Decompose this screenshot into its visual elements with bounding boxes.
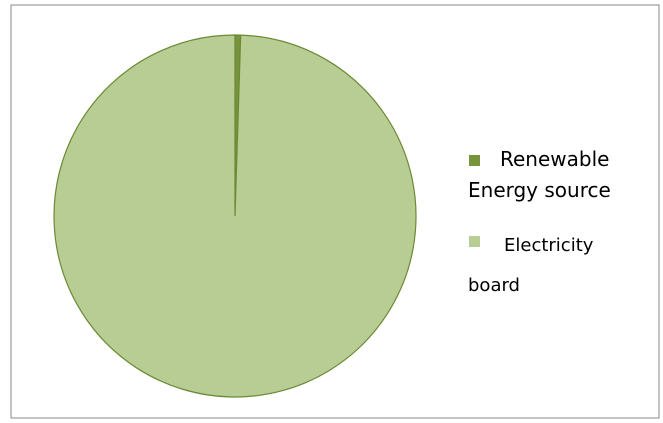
pie-slice [53,34,417,398]
legend-label: Electricity board [468,235,594,296]
legend-swatch [469,236,480,247]
frame [10,4,660,419]
legend-label: Renewable Energy source [468,147,611,202]
legend-swatch [469,155,480,166]
